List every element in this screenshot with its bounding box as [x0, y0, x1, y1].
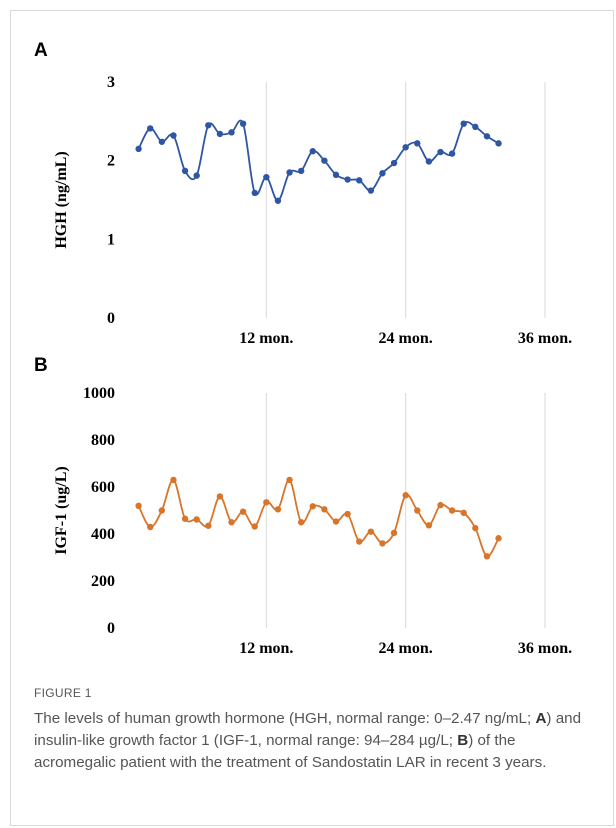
data-point-a-17 — [332, 171, 340, 179]
data-point-a-12 — [274, 197, 282, 204]
data-point-b-27 — [448, 507, 456, 514]
data-point-a-5 — [193, 172, 200, 179]
data-point-b-6 — [205, 522, 212, 529]
data-point-b-17 — [332, 518, 340, 525]
y-tick-a-0: 0 — [107, 310, 115, 327]
figure-caption: The levels of human growth hormone (HGH,… — [34, 708, 594, 774]
data-point-b-11 — [263, 499, 270, 506]
data-point-b-25 — [425, 522, 433, 529]
data-point-b-22 — [390, 529, 398, 537]
caption-ref-b: B — [457, 732, 469, 749]
data-point-a-24 — [414, 140, 421, 147]
data-point-b-10 — [251, 523, 258, 530]
data-point-a-31 — [495, 140, 502, 147]
data-point-b-3 — [170, 476, 177, 484]
data-point-b-9 — [239, 508, 247, 515]
x-tick-a-0: 12 mon. — [239, 330, 293, 347]
data-point-b-8 — [228, 519, 235, 526]
data-point-a-30 — [483, 133, 491, 140]
y-tick-a-3: 3 — [107, 74, 115, 91]
data-point-a-26 — [437, 148, 444, 156]
data-point-b-7 — [216, 493, 224, 500]
y-tick-b-3: 600 — [91, 479, 115, 496]
data-point-a-20 — [367, 187, 375, 194]
data-point-a-1 — [147, 125, 154, 132]
data-point-a-21 — [379, 170, 386, 177]
y-tick-b-4: 800 — [91, 432, 115, 449]
caption-text-3: ) of the acromegalic patient with the tr… — [34, 732, 547, 771]
series-line-a-0 — [137, 119, 500, 202]
data-point-a-15 — [309, 148, 316, 155]
data-point-b-19 — [356, 538, 363, 545]
data-point-a-8 — [228, 129, 235, 136]
data-point-a-7 — [216, 130, 224, 138]
data-point-a-11 — [263, 173, 270, 181]
data-point-b-16 — [321, 506, 328, 513]
data-point-b-0 — [135, 502, 142, 509]
data-point-b-15 — [309, 503, 316, 510]
panel-label-a: A — [34, 40, 48, 61]
caption-ref-a: A — [535, 710, 547, 727]
x-tick-a-1: 24 mon. — [379, 330, 433, 347]
data-point-b-18 — [344, 510, 351, 518]
data-point-b-5 — [193, 516, 200, 523]
data-point-b-20 — [367, 528, 375, 535]
y-tick-b-2: 400 — [91, 526, 115, 543]
data-point-a-0 — [135, 145, 142, 153]
data-point-b-28 — [460, 509, 467, 517]
x-tick-b-0: 12 mon. — [239, 640, 293, 657]
data-point-a-2 — [158, 138, 166, 145]
data-point-b-24 — [414, 507, 421, 514]
data-point-a-6 — [205, 122, 212, 129]
data-point-b-4 — [181, 515, 189, 522]
x-tick-b-2: 36 mon. — [518, 640, 572, 657]
data-point-a-16 — [321, 157, 328, 164]
figure-frame — [10, 10, 614, 826]
figure-charts: 0 1 2 3 12 mon. 24 mon. 36 mon. HGH (ng/mL) 0 200… — [53, 74, 572, 657]
x-tick-a-2: 36 mon. — [518, 330, 572, 347]
y-tick-b-1: 200 — [91, 573, 115, 590]
y-tick-b-0: 0 — [107, 620, 115, 637]
y-tick-a-1: 1 — [107, 231, 115, 248]
data-point-b-26 — [437, 501, 444, 509]
data-point-b-2 — [158, 507, 166, 514]
y-axis-label-a: HGH (ng/mL) — [53, 151, 70, 248]
figure-label: FIGURE 1 — [34, 686, 92, 700]
data-point-b-30 — [483, 553, 491, 560]
series-line-b-0 — [137, 479, 500, 558]
data-point-b-21 — [379, 540, 386, 547]
data-point-b-12 — [274, 506, 282, 513]
data-point-a-28 — [460, 120, 467, 127]
caption-text-2: ) and insulin-like growth factor 1 (IGF-… — [34, 710, 582, 749]
data-point-a-22 — [390, 159, 398, 167]
data-point-a-3 — [170, 132, 177, 139]
data-point-a-19 — [356, 177, 363, 184]
panel-label-b: B — [34, 355, 48, 376]
data-point-a-10 — [251, 189, 258, 197]
data-point-b-31 — [495, 535, 502, 542]
caption-text-1: The levels of human growth hormone (HGH,… — [34, 710, 536, 727]
y-tick-a-2: 2 — [107, 153, 115, 170]
data-point-a-27 — [448, 150, 456, 157]
data-point-b-1 — [147, 523, 154, 531]
y-tick-b-5: 1000 — [83, 385, 115, 402]
data-point-b-14 — [297, 519, 305, 526]
data-point-b-29 — [472, 524, 479, 532]
data-point-a-23 — [402, 144, 409, 151]
data-point-a-14 — [297, 167, 305, 175]
data-point-a-18 — [344, 176, 351, 183]
data-point-a-9 — [239, 120, 247, 127]
data-point-a-25 — [425, 158, 433, 165]
data-point-b-13 — [286, 476, 293, 484]
data-point-a-29 — [472, 123, 479, 131]
y-axis-label-b: IGF-1 (ug/L) — [53, 466, 70, 554]
data-point-b-23 — [402, 492, 409, 499]
x-tick-b-1: 24 mon. — [379, 640, 433, 657]
data-point-a-13 — [286, 169, 293, 176]
data-point-a-4 — [181, 167, 189, 175]
